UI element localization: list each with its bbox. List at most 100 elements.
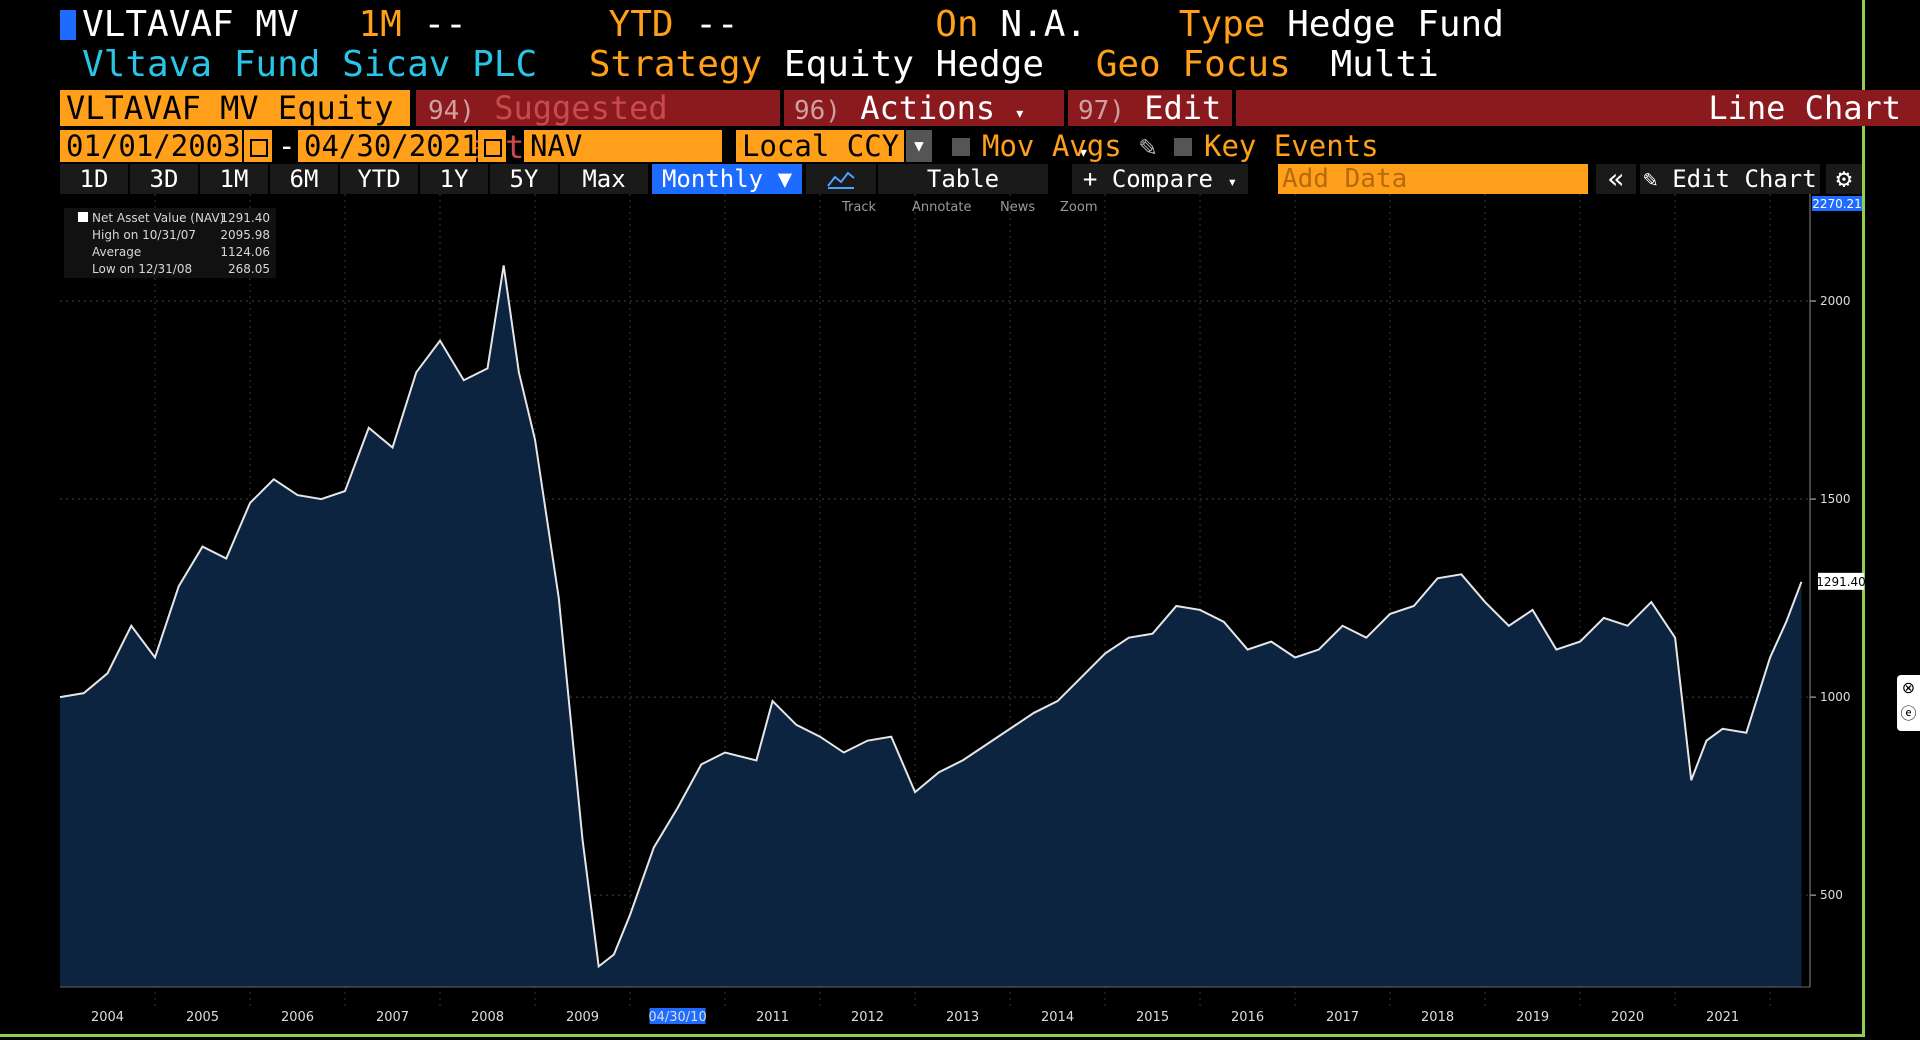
frequency-select[interactable]: Monthly ▼	[652, 164, 802, 194]
x-tick-label: 2012	[851, 1010, 884, 1025]
x-tick-label: 2017	[1326, 1010, 1359, 1025]
main-toolbar: VLTAVAF MV Equity 94) Suggested Charts 9…	[60, 90, 1920, 165]
key-events-label: Key Events	[1204, 129, 1379, 163]
annotate-tool[interactable]: Annotate	[912, 200, 971, 215]
edit-chart-button[interactable]: ✎ Edit Chart	[1640, 164, 1820, 194]
x-tick-label: 2009	[566, 1010, 599, 1025]
x-tick-label: 2007	[376, 1010, 409, 1025]
currency-select[interactable]: Local CCY	[736, 130, 904, 162]
x-tick-label: 2019	[1516, 1010, 1549, 1025]
table-button[interactable]: Table	[878, 164, 1048, 194]
geo-value: Multi	[1330, 44, 1439, 85]
geo-label: Geo Focus	[1095, 44, 1291, 85]
edit-menu[interactable]: 97) Edit ▾	[1068, 90, 1232, 163]
double-chevron-left-icon[interactable]: «	[1596, 164, 1636, 194]
x-axis: 2004 2005 2006 2007 2008 2009 04/30/10 2011 2012…	[60, 986, 1810, 1025]
x-tick-label: 2016	[1231, 1010, 1264, 1025]
legend-value-nav: 1291.40	[220, 211, 270, 225]
pencil-icon: ✎	[1643, 165, 1658, 193]
nav-area	[60, 265, 1802, 987]
chart-type-title: Line Chart	[1236, 90, 1920, 126]
controls-row: 01/01/2003 - 04/30/2021 NAV Local CCY ▼ …	[60, 130, 1865, 162]
side-panel-tabs: ⊗ ⓔ	[1897, 675, 1920, 731]
currency-dropdown-icon[interactable]: ▼	[906, 130, 932, 162]
legend-value-low: 268.05	[228, 262, 270, 276]
close-icon[interactable]: ⊗	[1901, 678, 1916, 697]
x-tick-label: 2004	[91, 1010, 124, 1025]
period-1y[interactable]: 1Y	[420, 164, 488, 194]
pencil-icon[interactable]: ✎	[1139, 129, 1157, 163]
y-axis: 500 1000 1500 2000	[1809, 194, 1851, 987]
edit-chart-label: Edit Chart	[1672, 165, 1817, 193]
x-tick-label: 04/30/10	[648, 1010, 706, 1025]
compare-button[interactable]: + Compare ▾	[1072, 164, 1248, 194]
period-ytd[interactable]: YTD	[340, 164, 418, 194]
period-6m[interactable]: 6M	[270, 164, 338, 194]
period-1m[interactable]: 1M	[200, 164, 268, 194]
period-3d[interactable]: 3D	[130, 164, 198, 194]
key-events-checkbox[interactable]	[1174, 138, 1192, 156]
strategy-value: Equity Hedge	[783, 44, 1045, 85]
ytd-value: --	[695, 4, 739, 45]
gear-icon[interactable]: ⚙	[1826, 164, 1862, 194]
zoom-tool[interactable]: Zoom	[1060, 200, 1097, 215]
start-calendar-icon[interactable]	[244, 130, 272, 162]
strategy-label: Strategy	[588, 44, 763, 85]
security-field[interactable]: VLTAVAF MV Equity	[60, 90, 410, 126]
end-date: 04/30/2021	[304, 129, 479, 163]
m1-label: 1M	[358, 4, 402, 45]
suggested-charts-button[interactable]: 94) Suggested Charts	[416, 90, 780, 165]
date-dash: -	[278, 129, 296, 163]
x-tick-label: 2020	[1611, 1010, 1644, 1025]
period-max[interactable]: Max	[560, 164, 648, 194]
m1-value: --	[423, 4, 467, 45]
period-bar: 1D 3D 1M 6M YTD 1Y 5Y Max Monthly ▼ Tabl…	[60, 164, 1865, 194]
chevron-down-icon: ▾	[1227, 172, 1238, 191]
y-tick-label: 500	[1820, 888, 1843, 902]
line-chart-icon[interactable]	[806, 164, 876, 194]
legend-swatch	[78, 212, 88, 222]
triangle-down-icon: ▼	[777, 165, 793, 193]
field-select[interactable]: NAV	[524, 130, 722, 162]
frequency-label: Monthly	[661, 165, 764, 193]
x-tick-label: 2015	[1136, 1010, 1169, 1025]
security-marker	[60, 10, 76, 40]
x-tick-label: 2014	[1041, 1010, 1074, 1025]
news-tool[interactable]: News	[1000, 200, 1035, 215]
mov-avgs-checkbox[interactable]	[952, 138, 970, 156]
y-max-label: 2270.21	[1812, 197, 1862, 211]
type-label: Type	[1178, 4, 1266, 45]
last-value-badge: 1291.40	[1816, 572, 1865, 590]
suggested-num: 94)	[428, 96, 475, 126]
edit-num: 97)	[1078, 96, 1125, 126]
legend-label-low: Low on 12/31/08	[92, 262, 192, 276]
x-tick-label: 2021	[1706, 1010, 1739, 1025]
track-tool[interactable]: Track	[841, 200, 876, 215]
legend-value-high: 2095.98	[220, 228, 270, 242]
end-calendar-icon[interactable]	[478, 130, 506, 162]
legend-value-avg: 1124.06	[220, 245, 270, 259]
legend-label-nav: Net Asset Value (NAV)	[92, 211, 224, 225]
period-5y[interactable]: 5Y	[490, 164, 558, 194]
ytd-label: YTD	[608, 4, 674, 45]
start-date-field[interactable]: 01/01/2003	[60, 130, 242, 162]
mov-avgs-label: Mov Avgs	[982, 129, 1122, 163]
chart-legend: Net Asset Value (NAV) 1291.40 High on 10…	[64, 208, 276, 278]
add-data-input[interactable]: Add Data	[1278, 164, 1588, 194]
y-max-badge: 2270.21	[1812, 196, 1862, 211]
key-events-toggle[interactable]: Key Events	[1174, 130, 1404, 162]
legend-label-avg: Average	[92, 245, 141, 259]
x-tick-highlight	[649, 1008, 706, 1024]
legend-label-high: High on 10/31/07	[92, 228, 196, 242]
mov-avgs-toggle[interactable]: Mov Avgs ✎	[952, 130, 1162, 162]
end-date-field[interactable]: 04/30/2021	[298, 129, 479, 163]
actions-menu[interactable]: 96) Actions ▾	[784, 90, 1064, 126]
y-tick-label: 2000	[1820, 294, 1851, 308]
y-tick-label: 1000	[1820, 690, 1851, 704]
legend-box	[64, 208, 276, 278]
ticker: VLTAVAF MV	[82, 4, 299, 45]
x-tick-label: 2008	[471, 1010, 504, 1025]
period-1d[interactable]: 1D	[60, 164, 128, 194]
info-icon[interactable]: ⓔ	[1900, 704, 1917, 723]
nav-line	[59, 265, 1803, 969]
